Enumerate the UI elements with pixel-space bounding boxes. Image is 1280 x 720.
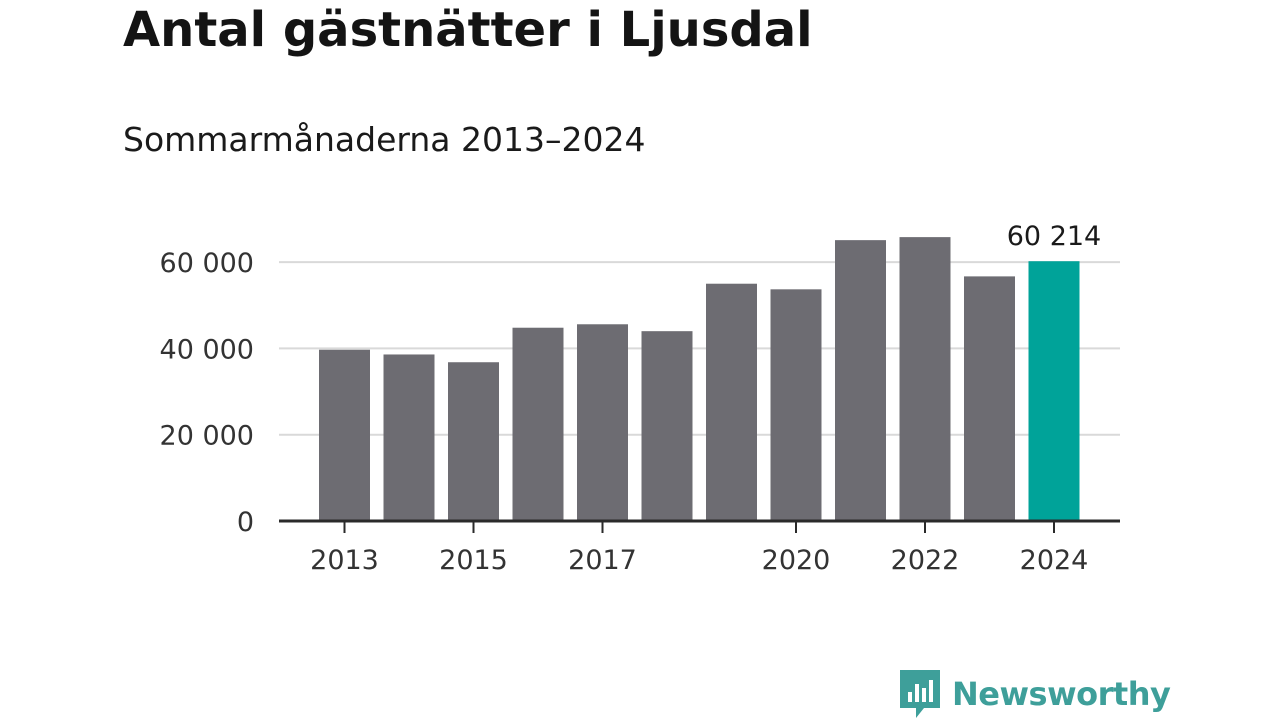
y-tick-label: 0 bbox=[237, 507, 254, 538]
bar bbox=[706, 283, 757, 521]
bar bbox=[577, 324, 628, 521]
x-tick-label: 2015 bbox=[439, 545, 508, 576]
bar bbox=[835, 240, 886, 521]
bar bbox=[641, 331, 693, 521]
y-tick-label: 60 000 bbox=[160, 248, 254, 279]
bar bbox=[448, 362, 499, 521]
x-tick-label: 2022 bbox=[891, 545, 960, 576]
data-label: 60 214 bbox=[1007, 221, 1101, 252]
bar bbox=[1028, 261, 1080, 521]
newsworthy-logo-icon bbox=[900, 670, 940, 718]
chart-subtitle: Sommarmånaderna 2013–2024 bbox=[123, 120, 646, 159]
bar bbox=[319, 349, 370, 521]
bar bbox=[512, 327, 564, 521]
y-tick-label: 40 000 bbox=[160, 334, 254, 365]
bar bbox=[964, 276, 1015, 521]
newsworthy-logo: Newsworthy bbox=[900, 670, 1171, 718]
x-tick-label: 2013 bbox=[310, 545, 379, 576]
x-tick-label: 2017 bbox=[568, 545, 637, 576]
bar bbox=[899, 237, 951, 521]
chart-title: Antal gästnätter i Ljusdal bbox=[123, 2, 813, 58]
bar bbox=[770, 289, 822, 521]
bar bbox=[383, 354, 435, 521]
x-tick-label: 2024 bbox=[1020, 545, 1089, 576]
newsworthy-logo-text: Newsworthy bbox=[952, 675, 1171, 713]
x-tick-label: 2020 bbox=[762, 545, 831, 576]
bar-chart: 0 20 000 40 000 60 000 2013 2015 2017 2020 2022 2… bbox=[160, 221, 1120, 576]
y-tick-label: 20 000 bbox=[160, 421, 254, 452]
